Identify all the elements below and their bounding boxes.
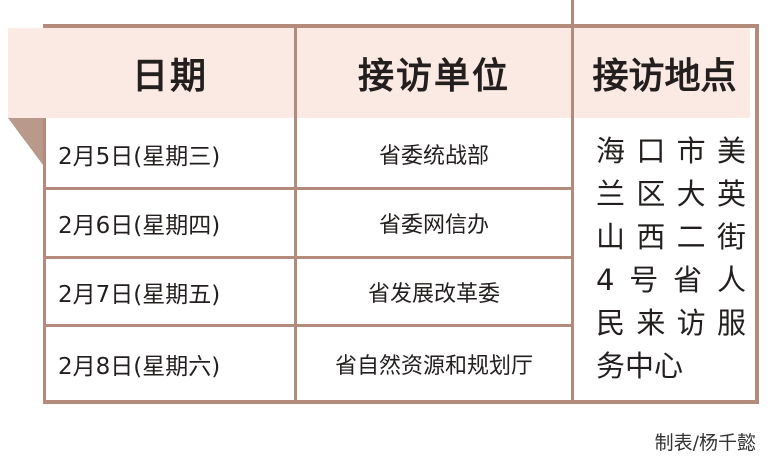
column-divider — [571, 0, 574, 404]
row-divider — [43, 324, 573, 327]
row-divider — [43, 256, 573, 259]
header-unit: 接访单位 — [357, 56, 510, 97]
table-border-right — [755, 24, 759, 404]
header-band — [8, 28, 750, 118]
unit-cell: 省自然资源和规划厅 — [334, 353, 533, 379]
ribbon-fold — [8, 118, 43, 165]
column-divider — [294, 24, 297, 404]
unit-cell: 省委统战部 — [378, 144, 489, 169]
location-line: 兰区大英 — [596, 177, 746, 211]
credit-text: 制表/杨千懿 — [654, 432, 756, 454]
location-line: 山西二街 — [596, 220, 746, 254]
header-date: 日期 — [131, 56, 208, 97]
row-divider — [43, 187, 573, 190]
location-line: 民来访服 — [596, 306, 746, 340]
date-cell: 2月8日(星期六) — [58, 353, 221, 380]
unit-cell: 省委网信办 — [378, 213, 489, 238]
header-location: 接访地点 — [592, 56, 737, 97]
location-line: 务中心 — [596, 349, 684, 383]
unit-cell: 省发展改革委 — [367, 282, 500, 307]
location-line: 海口市美 — [596, 134, 746, 168]
date-cell: 2月5日(星期三) — [58, 144, 221, 170]
date-cell: 2月7日(星期五) — [58, 282, 221, 308]
table-border-top — [43, 24, 759, 28]
table-border-bottom — [43, 400, 759, 404]
table-border-left — [43, 118, 46, 404]
date-cell: 2月6日(星期四) — [58, 213, 221, 239]
